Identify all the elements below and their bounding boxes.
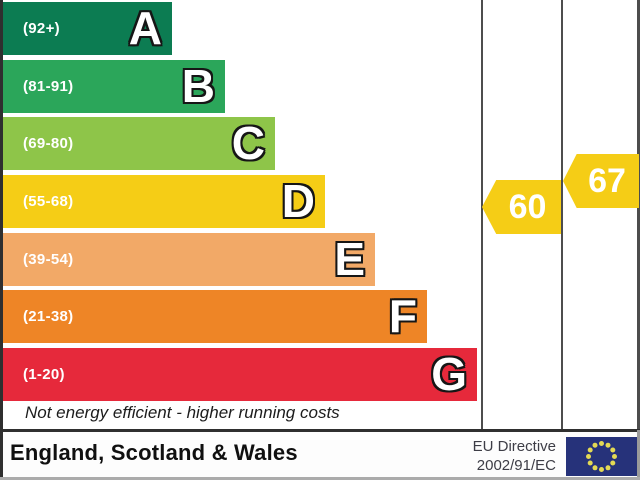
band-a-letter: A	[128, 1, 162, 54]
band-d-range: (55-68)	[23, 193, 74, 210]
band-b-bar: (81-91) B	[3, 60, 225, 113]
current-rating-value: 60	[508, 188, 547, 226]
potential-rating-value: 67	[588, 162, 626, 200]
band-d-bar: (55-68) D	[3, 175, 325, 228]
current-column-divider	[481, 0, 483, 430]
band-b-range: (81-91)	[23, 78, 74, 95]
footer	[0, 432, 640, 480]
band-g-letter: G	[431, 347, 467, 400]
band-e-letter: E	[334, 232, 365, 285]
band-a-bar: (92+) A	[3, 2, 172, 55]
not-efficient-footnote: Not energy efficient - higher running co…	[25, 403, 340, 422]
band-c-range: (69-80)	[23, 135, 74, 152]
chart-right-border	[637, 0, 640, 430]
chart-footer-separator	[0, 429, 640, 432]
band-e-bar: (39-54) E	[3, 233, 375, 286]
current-rating-marker: 60	[482, 180, 561, 234]
eu-directive-line1: EU Directive	[472, 438, 556, 455]
band-e-range: (39-54)	[23, 251, 74, 268]
region-label: England, Scotland & Wales	[10, 440, 298, 465]
footer-right-border	[637, 430, 640, 480]
band-c-letter: C	[231, 116, 265, 169]
band-g-bar: (1-20) G	[3, 348, 477, 401]
potential-rating-marker: 67	[563, 154, 639, 208]
chart-left-border	[0, 0, 3, 430]
eu-flag-icon	[566, 437, 637, 476]
band-f-letter: F	[388, 289, 417, 342]
eu-directive-line2: 2002/91/EC	[476, 457, 556, 474]
band-a-range: (92+)	[23, 20, 60, 37]
band-b-letter: B	[181, 59, 215, 112]
eu-directive-text: EU Directive 2002/91/EC	[473, 437, 556, 475]
band-f-bar: (21-38) F	[3, 290, 427, 343]
footer-left-border	[0, 430, 3, 480]
band-d-letter: D	[281, 174, 315, 227]
footer-bottom-border	[0, 477, 640, 480]
band-c-bar: (69-80) C	[3, 117, 275, 170]
band-f-range: (21-38)	[23, 308, 74, 325]
band-g-range: (1-20)	[23, 366, 65, 383]
potential-column-divider	[561, 0, 563, 430]
